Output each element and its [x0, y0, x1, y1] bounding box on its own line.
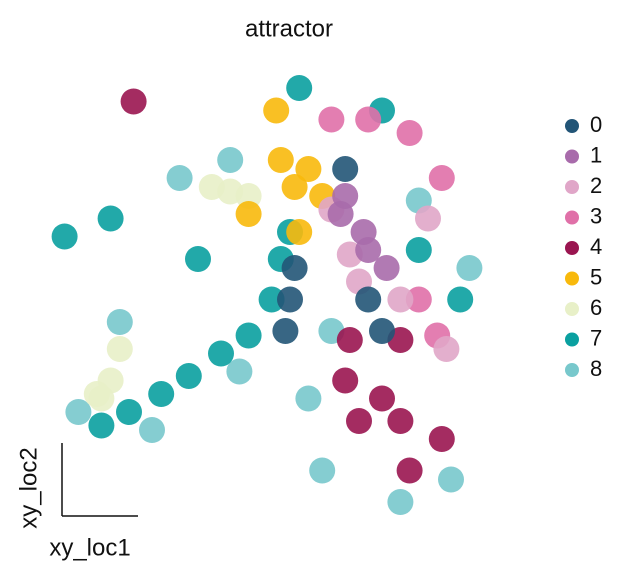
- point: [332, 156, 359, 182]
- legend-label: 5: [590, 264, 602, 289]
- legend-marker: [565, 180, 579, 194]
- point: [258, 286, 285, 313]
- y-axis-label: xy_loc2: [15, 447, 42, 528]
- point: [235, 201, 262, 227]
- point: [286, 75, 313, 101]
- point: [405, 286, 432, 313]
- point: [396, 120, 423, 146]
- point: [327, 201, 354, 227]
- point: [226, 358, 253, 385]
- point: [65, 399, 92, 425]
- x-axis-label: xy_loc1: [49, 534, 130, 561]
- point: [120, 88, 147, 115]
- point: [447, 286, 474, 313]
- point: [355, 237, 382, 263]
- point: [106, 336, 133, 362]
- legend-marker: [565, 271, 579, 286]
- legend-marker: [565, 302, 579, 316]
- point: [387, 489, 414, 515]
- point: [438, 466, 464, 493]
- point: [309, 457, 336, 484]
- legend-marker: [565, 210, 579, 225]
- point: [415, 205, 441, 232]
- legend-label: 3: [590, 203, 602, 228]
- point: [373, 255, 400, 281]
- legend-marker: [565, 332, 579, 347]
- point: [318, 106, 345, 133]
- point: [295, 156, 322, 182]
- point: [175, 363, 202, 389]
- legend-marker: [565, 363, 579, 377]
- legend-label: 4: [590, 234, 602, 259]
- point: [428, 165, 455, 191]
- legend-marker: [565, 119, 579, 133]
- point: [281, 255, 308, 281]
- points: [51, 75, 483, 515]
- point: [88, 412, 115, 439]
- point: [116, 399, 142, 425]
- point: [336, 327, 363, 353]
- point: [185, 246, 211, 272]
- point: [267, 147, 294, 173]
- point: [208, 340, 234, 367]
- point: [369, 385, 395, 412]
- point: [235, 322, 262, 349]
- point: [346, 408, 372, 434]
- point: [456, 255, 483, 281]
- point: [332, 367, 359, 394]
- legend-marker: [565, 149, 579, 164]
- point: [235, 183, 262, 209]
- point: [166, 165, 193, 191]
- point: [106, 309, 133, 335]
- legend-label: 2: [590, 173, 602, 198]
- point: [355, 106, 382, 133]
- legend-label: 7: [590, 325, 602, 350]
- point: [281, 174, 308, 200]
- point: [277, 286, 303, 313]
- point: [355, 286, 382, 313]
- point: [263, 97, 290, 124]
- point: [387, 408, 414, 434]
- point: [272, 318, 299, 344]
- point: [369, 318, 395, 344]
- point: [405, 237, 432, 263]
- point: [139, 417, 165, 443]
- point: [97, 205, 124, 232]
- legend: 0 1 2 3 4 5 6 7 8: [565, 112, 602, 381]
- point: [148, 381, 175, 407]
- legend-label: 6: [590, 295, 602, 320]
- point: [51, 223, 78, 250]
- legend-marker: [565, 241, 579, 255]
- legend-label: 1: [590, 142, 602, 167]
- chart-title: attractor: [245, 15, 333, 42]
- point: [83, 381, 110, 407]
- point: [396, 457, 423, 484]
- legend-label: 8: [590, 356, 602, 381]
- point: [295, 385, 322, 412]
- point: [286, 219, 313, 245]
- point: [433, 336, 460, 362]
- point: [387, 286, 414, 313]
- legend-label: 0: [590, 112, 602, 137]
- point: [198, 174, 225, 200]
- point: [428, 426, 455, 452]
- point: [217, 147, 244, 173]
